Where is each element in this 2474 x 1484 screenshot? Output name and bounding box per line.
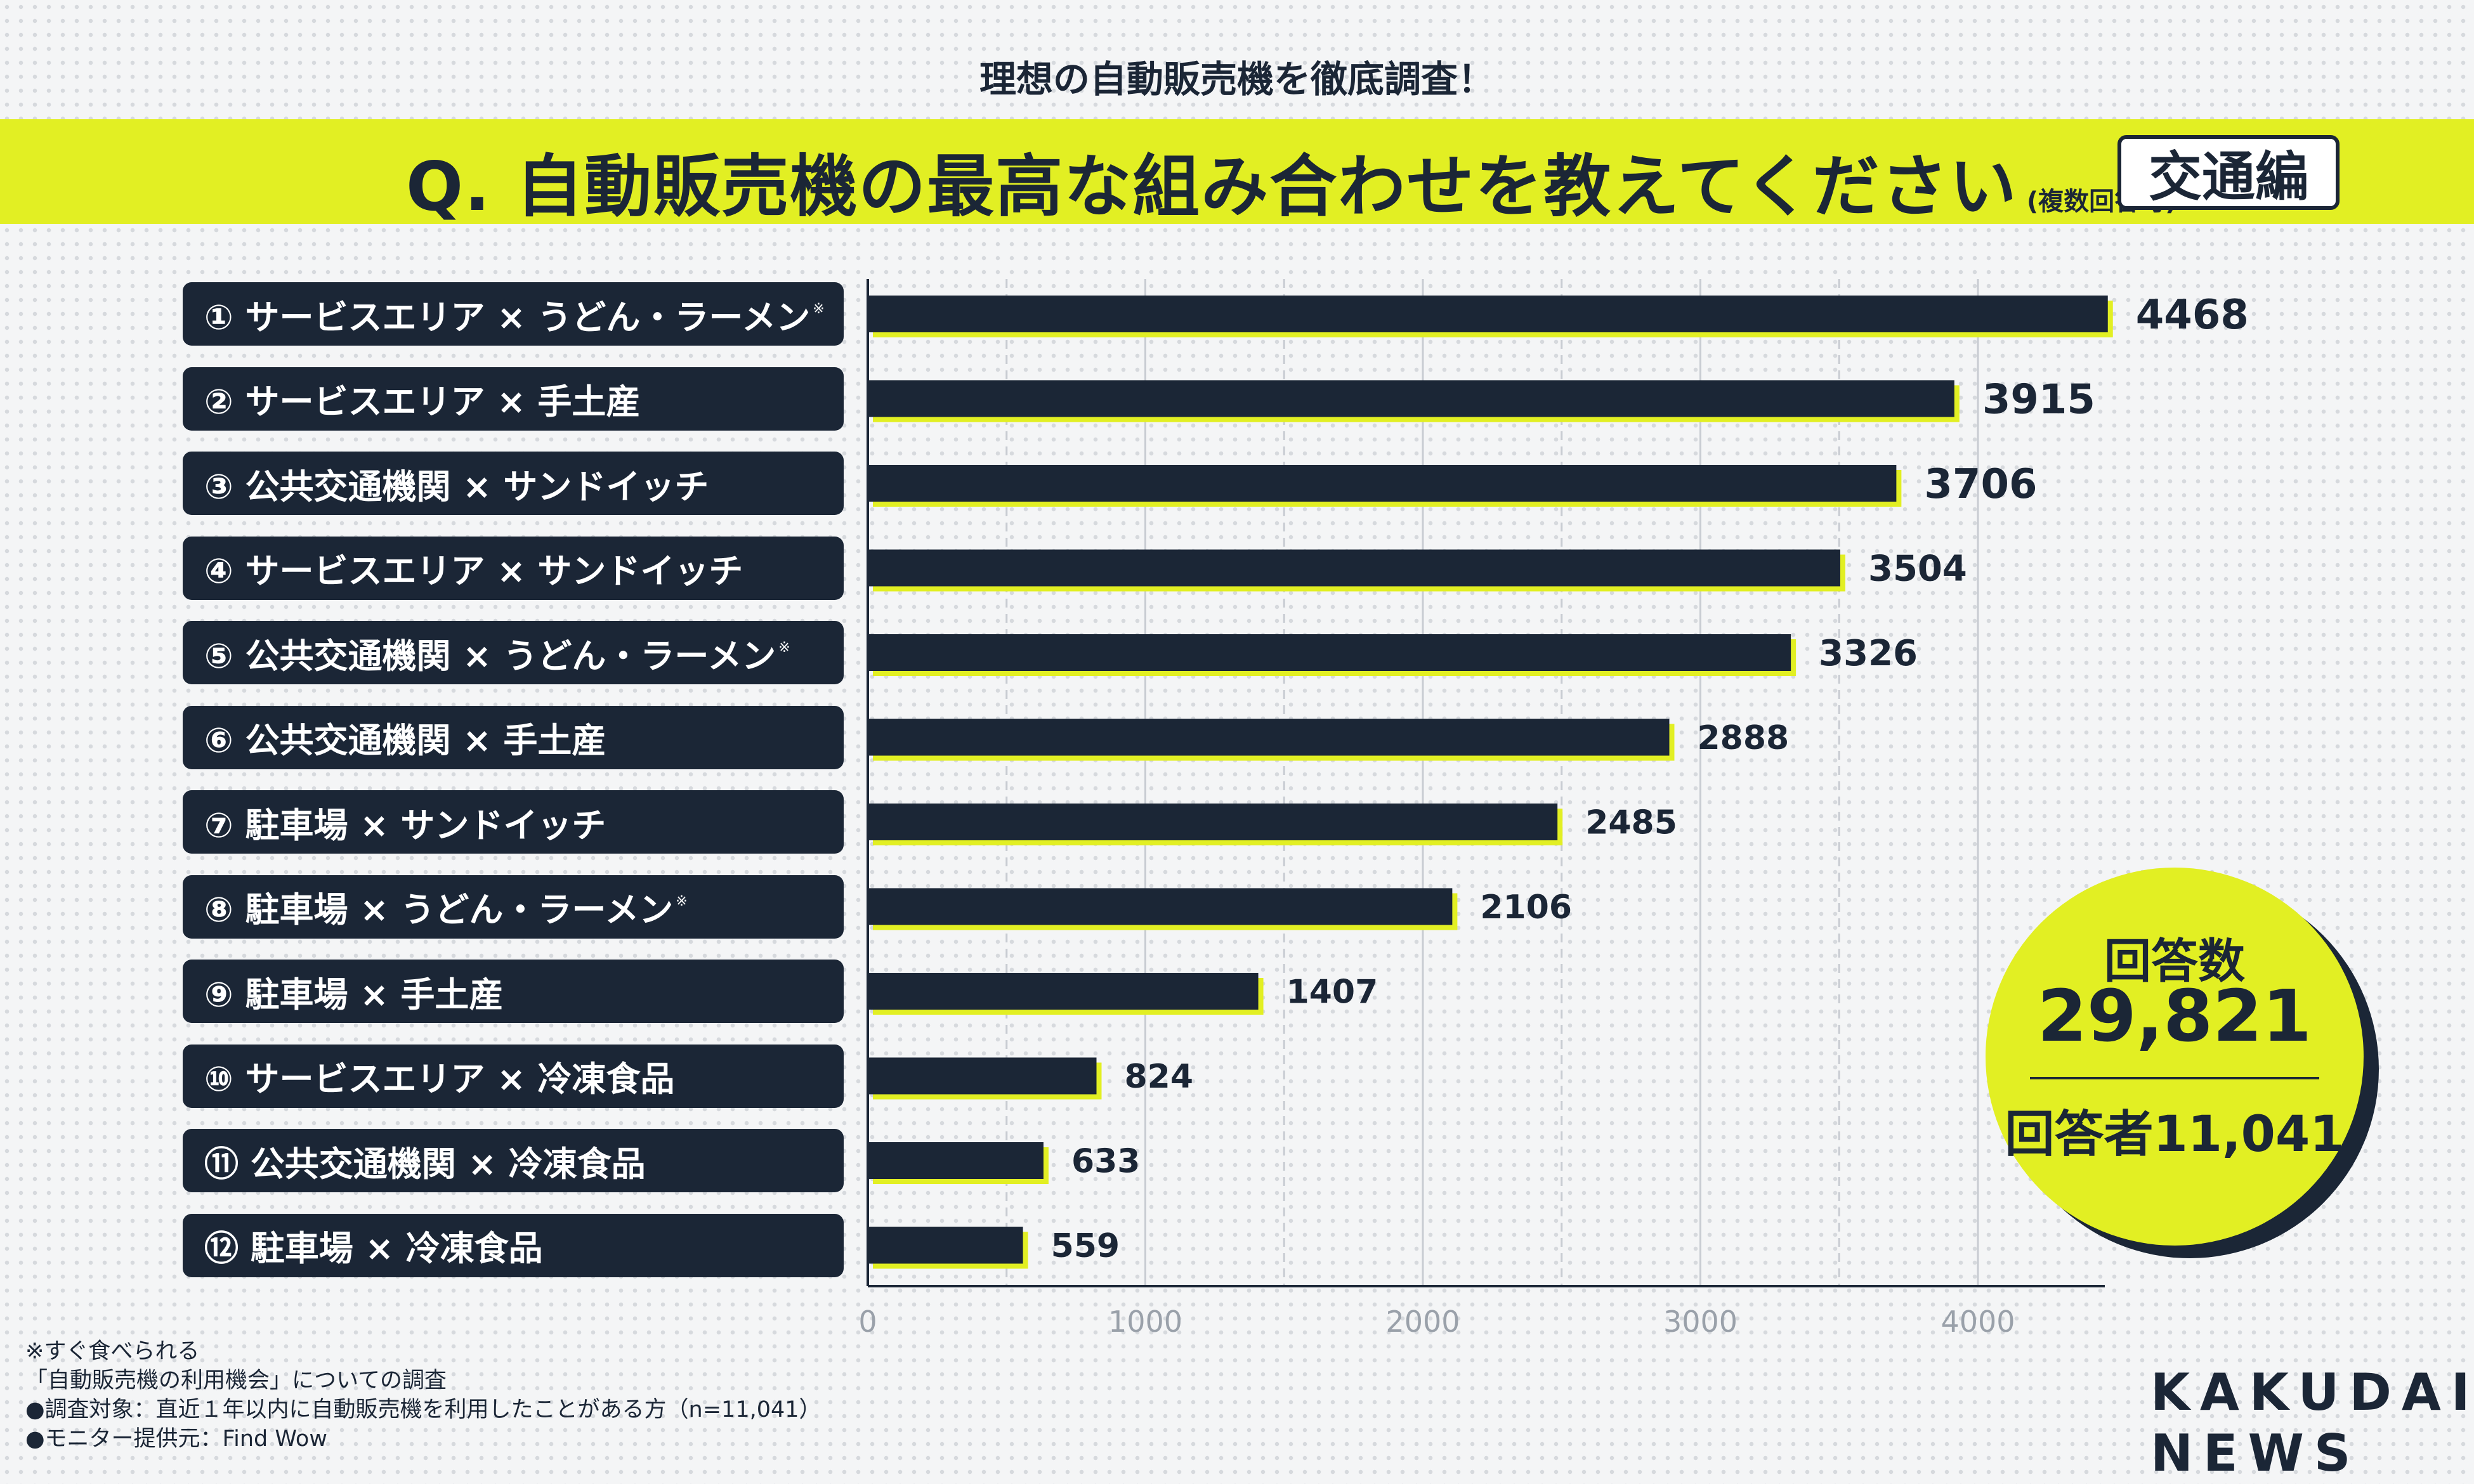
footnotes: ※すぐ食べられる 「自動販売機の利用機会」についての調査 ●調査対象：直近１年以… [25,1337,821,1454]
asterisk-mark: ※ [813,301,825,317]
bar-value-label: 3326 [1819,633,1918,674]
bar [868,888,1453,925]
category-label: ⑥ 公共交通機関 × 手土産 [183,705,844,769]
bar-value-label: 2888 [1698,719,1790,757]
bar-value-label: 2106 [1480,888,1572,927]
bar-value-label: 559 [1051,1227,1120,1265]
bar [868,719,1670,756]
category-label: ③ 公共交通機関 × サンドイッチ [183,452,844,515]
x-tick-label: 0 [858,1305,877,1339]
question-text: Q. 自動販売機の最高な組み合わせを教えてください [406,148,2018,226]
footnote-line: 「自動販売機の利用機会」についての調査 [25,1368,447,1393]
bar [868,1142,1044,1179]
bar-value-label: 3504 [1868,549,1967,590]
bar-value-label: 824 [1125,1058,1194,1096]
x-tick-label: 3000 [1663,1305,1738,1339]
footnote-line: ●モニター提供元：Find Wow [25,1426,327,1452]
category-label: ⑪ 公共交通機関 × 冷凍食品 [183,1129,844,1192]
summary-circle: 回答数 29,821 回答者11,041 [1986,868,2364,1246]
x-tick-label: 2000 [1385,1305,1460,1339]
category-label: ⑩ サービスエリア × 冷凍食品 [183,1044,844,1108]
x-tick-label: 1000 [1108,1305,1182,1339]
bar [868,973,1259,1010]
asterisk-mark: ※ [676,894,688,909]
logo-line2: NEWS [2150,1424,2361,1483]
logo-line1: KAKUDAI [2150,1363,2474,1422]
bar [868,634,1791,671]
edition-badge: 交通編 [2117,135,2340,210]
category-label: ⑫ 駐車場 × 冷凍食品 [183,1213,844,1277]
bar-value-label: 2485 [1585,804,1677,842]
summary-divider [2030,1077,2319,1079]
bar [868,549,1840,587]
category-label: ⑨ 駐車場 × 手土産 [183,960,844,1023]
bar [868,380,1954,417]
brand-logo: KAKUDAI NEWS [2150,1362,2474,1484]
asterisk-mark: ※ [778,639,790,656]
bar-value-label: 1407 [1286,973,1378,1012]
footnote-line: ●調査対象：直近１年以内に自動販売機を利用したことがある方（n=11,041） [25,1397,821,1422]
category-label: ② サービスエリア × 手土産 [183,367,844,431]
bar [868,1227,1023,1264]
summary-respondents: 回答者11,041 [2005,1106,2345,1163]
page-subtitle: 理想の自動販売機を徹底調査！ [979,58,1495,101]
question-banner [0,119,2474,224]
category-label: ① サービスエリア × うどん・ラーメン ※ [183,282,844,346]
category-label: ④ サービスエリア × サンドイッチ [183,536,844,600]
category-label: ⑦ 駐車場 × サンドイッチ [183,790,844,854]
category-label: ⑧ 駐車場 × うどん・ラーメン ※ [183,875,844,939]
footnote-line: ※すぐ食べられる [25,1339,200,1364]
category-label: ⑤ 公共交通機関 × うどん・ラーメン ※ [183,621,844,684]
bar-value-label: 3915 [1982,377,2095,424]
summary-value: 29,821 [2037,975,2312,1058]
bar-value-label: 4468 [2136,292,2249,339]
x-tick-label: 4000 [1941,1305,2015,1339]
bar-value-label: 633 [1071,1143,1141,1181]
bar [868,804,1558,840]
summary-label: 回答数 [2104,934,2245,989]
bar [868,296,2108,332]
bar [868,465,1897,502]
bar [868,1057,1097,1095]
bar-value-label: 3706 [1924,461,2037,508]
